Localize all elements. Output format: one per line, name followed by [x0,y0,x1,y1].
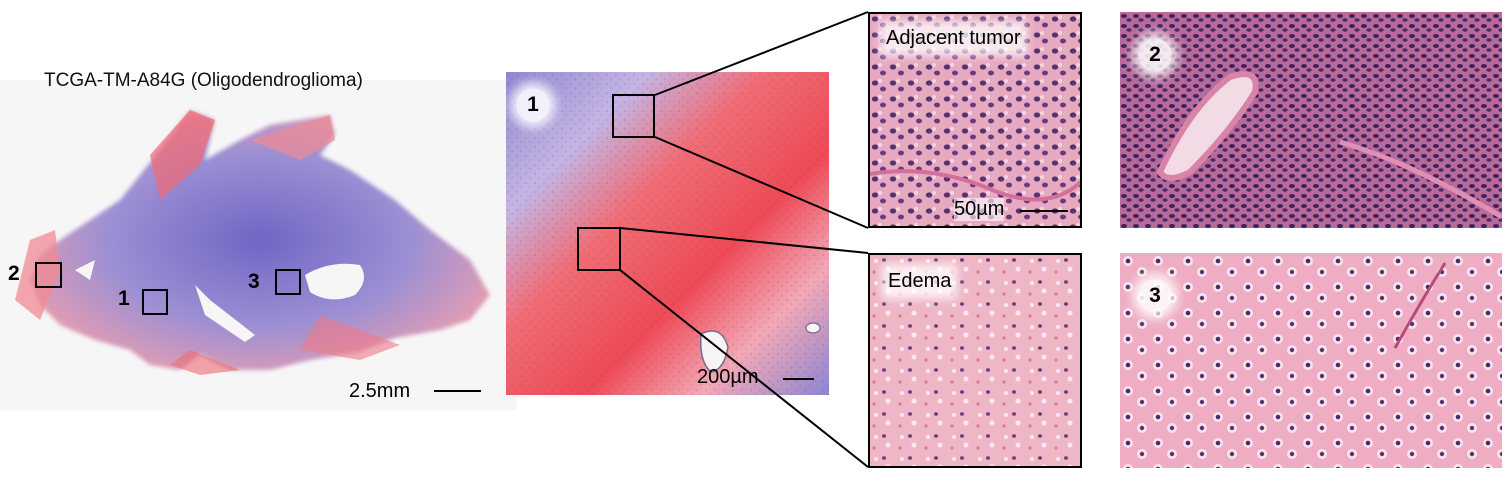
tumor-caption: Adjacent tumor [886,27,1021,50]
zoom-scale-bar [783,378,814,380]
tumor-scale-label: 50µm [954,198,1005,221]
overview-scale-bar [434,390,481,392]
slide-title: TCGA-TM-A84G (Oligodendroglioma) [44,70,363,91]
tissue-section [30,110,490,370]
zoom-scale-label: 200µm [697,366,759,388]
zoom-roi-edema [577,227,621,271]
edema-caption: Edema [888,270,952,293]
tumor-scale-bar [1020,210,1068,212]
side-panel-3-label: 3 [1138,279,1172,313]
roi-label-2: 2 [8,262,20,285]
roi-label-1: 1 [118,287,130,310]
roi-label-3: 3 [248,270,260,293]
roi-box-3 [275,269,301,295]
zoom-panel-label: 1 [516,88,550,122]
zoom-roi-tumor [612,94,655,138]
side-panel-3 [1120,253,1502,468]
overview-scale-label: 2.5mm [349,380,411,402]
roi-box-2 [35,262,62,288]
side-panel-2-label: 2 [1138,38,1172,72]
overview-heatmap [15,110,490,375]
roi-box-1 [142,289,168,315]
side-panel-2 [1120,12,1502,228]
